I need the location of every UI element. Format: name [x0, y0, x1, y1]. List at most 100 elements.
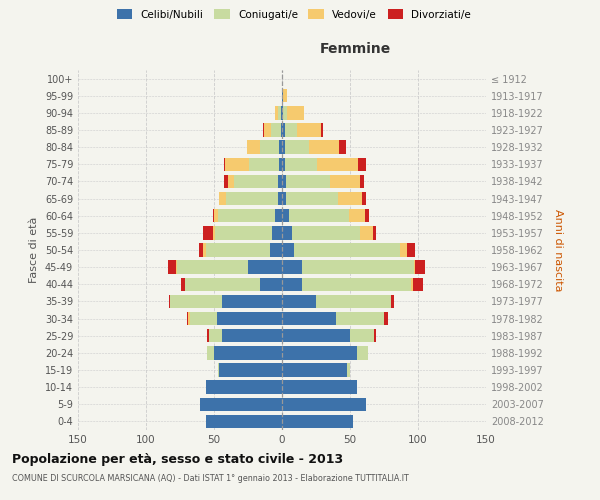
Bar: [224, 174, 227, 188]
Bar: [209, 329, 222, 342]
Bar: [317, 158, 358, 171]
Bar: [275, 106, 278, 120]
Bar: [248, 260, 282, 274]
Bar: [214, 209, 218, 222]
Bar: [282, 278, 302, 291]
Text: COMUNE DI SCURCOLA MARSICANA (AQ) - Dati ISTAT 1° gennaio 2013 - Elaborazione TU: COMUNE DI SCURCOLA MARSICANA (AQ) - Dati…: [12, 474, 409, 483]
Bar: [292, 226, 359, 239]
Bar: [281, 124, 282, 136]
Bar: [282, 174, 286, 188]
Bar: [188, 312, 190, 326]
Bar: [206, 380, 282, 394]
Bar: [282, 124, 285, 136]
Bar: [338, 192, 362, 205]
Bar: [187, 312, 188, 326]
Bar: [302, 278, 411, 291]
Bar: [282, 260, 302, 274]
Bar: [329, 174, 359, 188]
Bar: [282, 346, 357, 360]
Bar: [413, 278, 424, 291]
Bar: [207, 346, 214, 360]
Bar: [282, 244, 294, 256]
Y-axis label: Fasce di età: Fasce di età: [29, 217, 39, 283]
Bar: [281, 106, 282, 120]
Bar: [185, 278, 260, 291]
Bar: [203, 244, 206, 256]
Bar: [309, 140, 339, 154]
Bar: [282, 398, 367, 411]
Bar: [282, 140, 285, 154]
Bar: [222, 294, 282, 308]
Bar: [282, 294, 316, 308]
Bar: [411, 278, 413, 291]
Bar: [302, 260, 414, 274]
Bar: [362, 192, 367, 205]
Bar: [286, 174, 329, 188]
Bar: [287, 106, 304, 120]
Bar: [220, 364, 282, 376]
Bar: [203, 226, 212, 239]
Bar: [235, 174, 278, 188]
Bar: [400, 244, 407, 256]
Bar: [200, 398, 282, 411]
Bar: [214, 346, 282, 360]
Bar: [270, 244, 282, 256]
Bar: [285, 140, 309, 154]
Bar: [283, 89, 287, 102]
Bar: [220, 192, 226, 205]
Bar: [279, 158, 282, 171]
Bar: [391, 294, 394, 308]
Bar: [282, 158, 285, 171]
Bar: [282, 329, 350, 342]
Bar: [181, 278, 185, 291]
Bar: [350, 329, 374, 342]
Bar: [212, 209, 214, 222]
Bar: [347, 364, 350, 376]
Bar: [224, 158, 225, 171]
Bar: [227, 174, 235, 188]
Bar: [260, 278, 282, 291]
Bar: [176, 260, 177, 274]
Bar: [349, 209, 365, 222]
Bar: [322, 124, 323, 136]
Bar: [373, 226, 376, 239]
Bar: [282, 89, 283, 102]
Bar: [357, 346, 368, 360]
Legend: Celibi/Nubili, Coniugati/e, Vedovi/e, Divorziati/e: Celibi/Nubili, Coniugati/e, Vedovi/e, Di…: [113, 5, 475, 24]
Text: Popolazione per età, sesso e stato civile - 2013: Popolazione per età, sesso e stato civil…: [12, 452, 343, 466]
Bar: [218, 364, 220, 376]
Bar: [339, 140, 346, 154]
Bar: [282, 364, 347, 376]
Bar: [190, 312, 217, 326]
Text: Femmine: Femmine: [320, 42, 391, 56]
Bar: [218, 209, 275, 222]
Bar: [282, 192, 286, 205]
Bar: [278, 106, 281, 120]
Bar: [225, 158, 250, 171]
Bar: [275, 209, 282, 222]
Bar: [286, 192, 338, 205]
Y-axis label: Anni di nascita: Anni di nascita: [553, 209, 563, 291]
Bar: [263, 124, 265, 136]
Bar: [384, 312, 388, 326]
Bar: [285, 124, 297, 136]
Bar: [215, 226, 272, 239]
Bar: [415, 260, 425, 274]
Bar: [374, 329, 376, 342]
Bar: [271, 124, 281, 136]
Bar: [279, 140, 282, 154]
Bar: [358, 158, 367, 171]
Bar: [278, 192, 282, 205]
Bar: [260, 140, 279, 154]
Bar: [282, 226, 292, 239]
Bar: [168, 260, 176, 274]
Bar: [199, 244, 203, 256]
Bar: [265, 124, 271, 136]
Bar: [359, 174, 364, 188]
Bar: [282, 209, 289, 222]
Bar: [226, 192, 278, 205]
Bar: [285, 158, 317, 171]
Bar: [272, 226, 282, 239]
Bar: [282, 380, 357, 394]
Bar: [212, 226, 215, 239]
